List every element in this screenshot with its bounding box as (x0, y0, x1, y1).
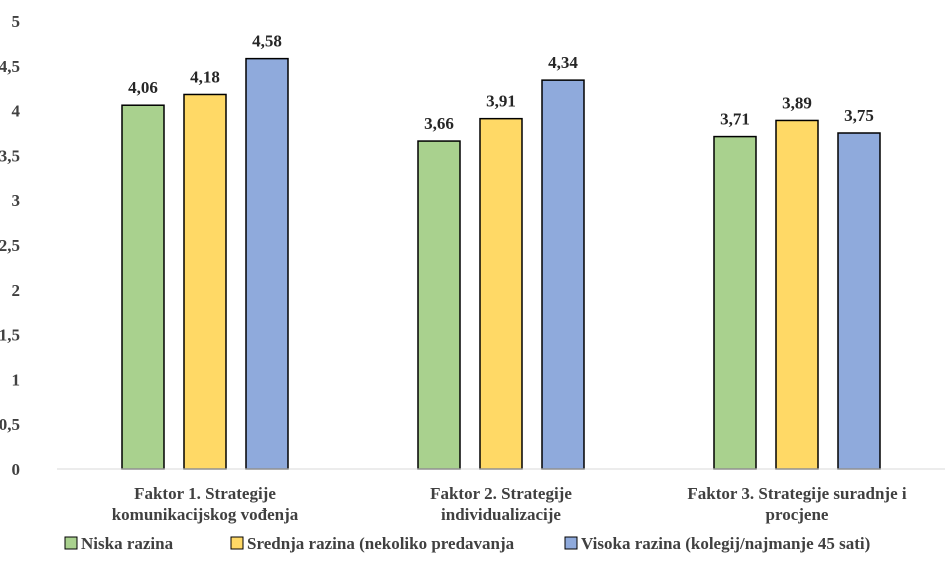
data-label: 3,71 (720, 110, 750, 129)
y-tick-label: 4 (12, 102, 21, 121)
bar (541, 79, 585, 470)
x-category-label: Faktor 2. Strategije individualizacije (430, 484, 572, 524)
data-label: 3,89 (782, 93, 812, 112)
legend-label: Visoka razina (kolegij/najmanje 45 sati) (581, 534, 870, 553)
legend-label: Srednja razina (nekoliko predavanja (247, 534, 515, 553)
y-tick-label: 3,5 (0, 146, 20, 165)
legend-swatch (64, 536, 78, 550)
legend-swatch (564, 536, 578, 550)
bars-layer: 4,06 4,18 4,58 3,66 3,91 4,34 3,71 3,89 3,75 (121, 32, 881, 470)
legend-swatch (230, 536, 244, 550)
y-tick-label: 0,5 (0, 415, 20, 434)
y-tick-label: 5 (12, 12, 21, 31)
bar (479, 117, 523, 470)
y-tick-label: 1,5 (0, 326, 20, 345)
data-label: 4,34 (548, 53, 578, 72)
y-axis: 0 0,5 1 1,5 2 2,5 3 3,5 4 4,5 5 (0, 12, 21, 479)
y-tick-label: 2 (12, 281, 21, 300)
data-label: 4,06 (128, 78, 158, 97)
bar (837, 132, 881, 470)
legend: Niska razina Srednja razina (nekoliko pre… (64, 534, 870, 553)
data-label: 4,18 (190, 67, 220, 86)
bar (713, 135, 757, 470)
bar (183, 93, 227, 470)
y-tick-label: 3 (12, 191, 21, 210)
bar (417, 140, 461, 470)
legend-label: Niska razina (81, 534, 174, 553)
data-label: 3,75 (844, 106, 874, 125)
data-label: 3,91 (486, 92, 516, 111)
y-tick-label: 4,5 (0, 57, 20, 76)
x-category-label: Faktor 1. Strategije komunikacijskog vođe… (112, 484, 299, 524)
data-label: 4,58 (252, 32, 282, 51)
bar (245, 57, 289, 470)
y-tick-label: 1 (12, 370, 21, 389)
y-tick-label: 2,5 (0, 236, 20, 255)
data-label: 3,66 (424, 114, 454, 133)
x-category-label: Faktor 3. Strategije suradnje i procjene (687, 484, 907, 524)
y-tick-label: 0 (12, 460, 21, 479)
bar (775, 119, 819, 470)
bar (121, 104, 165, 470)
x-axis-categories: Faktor 1. Strategije komunikacijskog vođe… (112, 484, 907, 524)
